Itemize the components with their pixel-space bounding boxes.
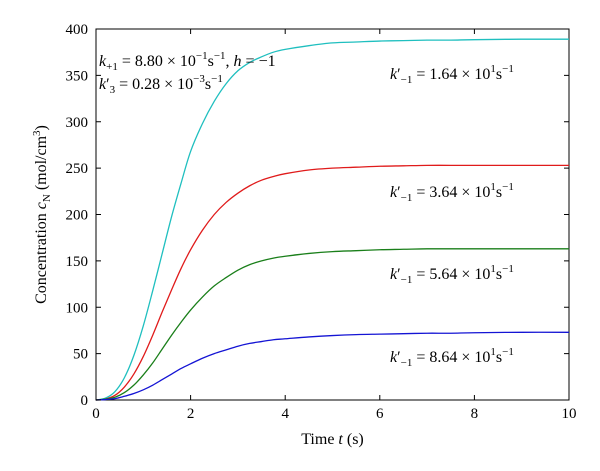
param2-eq: = 0.28 × 10 [115, 76, 193, 93]
x-tick-label: 0 [92, 406, 100, 422]
param2-k: k [99, 76, 107, 93]
curve3-exp: 1 [490, 263, 496, 275]
y-axis-title-unit-open: (mol/cm [33, 135, 50, 194]
param2-prime: ′ [106, 76, 110, 93]
curve3-prime: ′ [397, 266, 401, 283]
series-layer [95, 38, 570, 401]
curve-label-4: k′−1 = 8.64 × 101s−1 [390, 346, 514, 369]
x-axis-title-main: Time [301, 431, 338, 448]
curve2-sub: −1 [401, 192, 413, 204]
x-tick-label: 10 [562, 406, 577, 422]
y-tick-label: 100 [66, 300, 89, 316]
param1-unit: s [208, 53, 214, 70]
x-tick-label: 4 [281, 406, 289, 422]
y-axis-title-sub: N [41, 194, 53, 202]
param1-h-eq: = −1 [242, 53, 276, 70]
series-line-3 [95, 248, 569, 401]
curve4-sub: −1 [401, 357, 413, 369]
param1-k: k [99, 53, 107, 70]
param2-unit: s [205, 76, 211, 93]
curve3-unit: s [496, 266, 502, 283]
curve2-eq: = 3.64 × 10 [412, 184, 490, 201]
y-tick-label: 400 [66, 22, 89, 38]
series-line-1 [95, 38, 570, 401]
y-tick-label: 50 [73, 347, 88, 363]
y-axis-title-unit-sup: 3 [31, 130, 43, 136]
param1-tail: , [226, 53, 234, 70]
curve2-unit: s [496, 184, 502, 201]
x-tick-label: 6 [376, 406, 384, 422]
curve4-unit-exp: −1 [502, 346, 514, 358]
series-line-4 [95, 331, 570, 401]
curve-label-1: k′−1 = 1.64 × 101s−1 [390, 63, 514, 86]
curve3-sub: −1 [401, 274, 413, 286]
curve4-exp: 1 [490, 346, 496, 358]
curve2-k: k [390, 184, 398, 201]
curve-label-3: k′−1 = 5.64 × 101s−1 [390, 263, 514, 286]
x-tick-label: 2 [187, 406, 195, 422]
param1-exp: −1 [196, 50, 208, 62]
y-axis-title: Concentration cN (mol/cm3) [31, 125, 53, 304]
curve3-eq: = 5.64 × 10 [412, 266, 490, 283]
param-line-2: k′3 = 0.28 × 10−3s−1 [99, 73, 223, 96]
param1-unit-exp: −1 [214, 50, 226, 62]
param2-unit-exp: −1 [211, 73, 223, 85]
y-tick-label: 200 [66, 208, 89, 224]
curve-label-2: k′−1 = 3.64 × 101s−1 [390, 181, 514, 204]
curve3-unit-exp: −1 [502, 263, 514, 275]
curve1-eq: = 1.64 × 10 [412, 66, 490, 83]
curve4-k: k [390, 349, 398, 366]
param1-sub: +1 [106, 61, 118, 73]
curve1-prime: ′ [397, 66, 401, 83]
curve1-sub: −1 [401, 74, 413, 86]
curve4-eq: = 8.64 × 10 [412, 349, 490, 366]
x-tick-label: 8 [471, 406, 479, 422]
series-line-2 [95, 164, 569, 401]
x-axis-title: Time t (s) [301, 431, 364, 448]
param2-exp: −3 [193, 73, 205, 85]
curve1-k: k [390, 66, 398, 83]
curve4-unit: s [496, 349, 502, 366]
curve3-k: k [390, 266, 398, 283]
param1-h: h [234, 53, 242, 70]
curve1-exp: 1 [490, 63, 496, 75]
curve1-unit-exp: −1 [502, 63, 514, 75]
curve2-exp: 1 [490, 181, 496, 193]
y-tick-label: 0 [81, 393, 89, 409]
param1-eq: = 8.80 × 10 [118, 53, 196, 70]
x-axis-title-unit: (s) [343, 431, 364, 448]
curve1-unit: s [496, 66, 502, 83]
curve2-unit-exp: −1 [502, 181, 514, 193]
y-tick-label: 350 [66, 68, 89, 84]
param2-sub: 3 [110, 84, 116, 96]
param-line-1: k+1 = 8.80 × 10−1s−1, h = −1 [99, 50, 276, 73]
y-axis-title-main: Concentration [33, 209, 50, 304]
curve4-prime: ′ [397, 349, 401, 366]
y-tick-label: 300 [66, 115, 89, 131]
y-tick-label: 250 [66, 161, 89, 177]
y-axis-title-unit-close: ) [33, 125, 50, 130]
x-axis-title-var: t [338, 431, 343, 448]
y-tick-label: 150 [66, 254, 89, 270]
y-axis-title-var: c [33, 202, 50, 209]
curve2-prime: ′ [397, 184, 401, 201]
